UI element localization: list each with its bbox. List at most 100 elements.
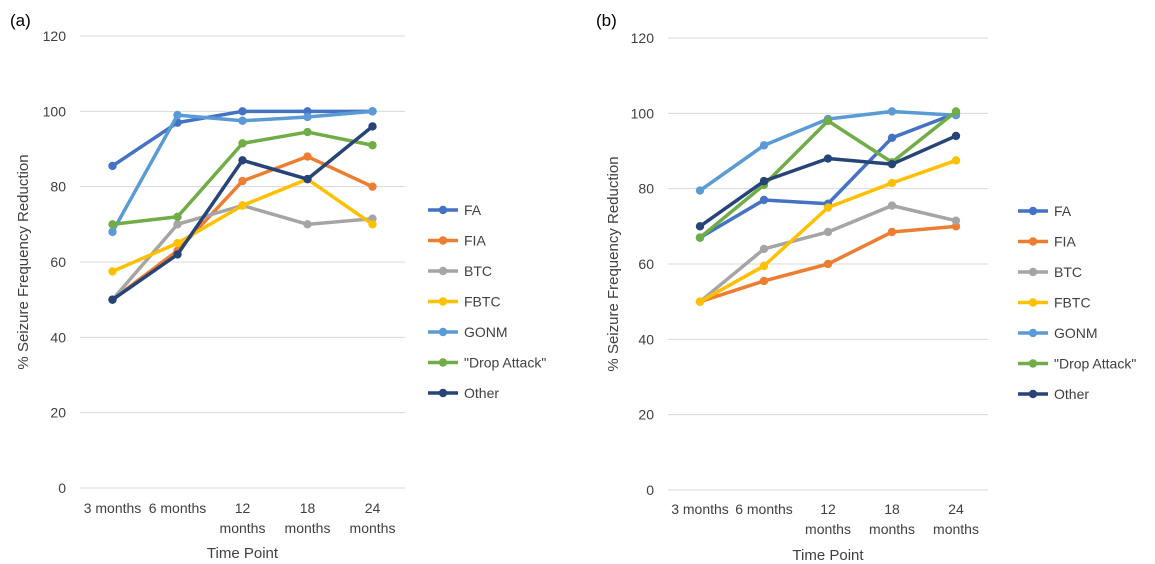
x-axis-title: Time Point xyxy=(792,547,864,564)
data-point xyxy=(368,122,377,131)
data-point xyxy=(887,159,897,169)
legend-label: FIA xyxy=(464,233,486,249)
x-tick-label: 3 months xyxy=(671,501,729,517)
legend-label: Other xyxy=(1054,386,1089,402)
legend-marker xyxy=(1028,359,1038,368)
data-point xyxy=(303,152,312,161)
series-line xyxy=(111,125,374,302)
legend-marker xyxy=(1028,206,1038,216)
legend-marker xyxy=(1028,389,1038,399)
x-tick-label: months xyxy=(350,520,396,536)
y-tick-label: 100 xyxy=(631,105,655,121)
x-tick-label: 3 months xyxy=(84,500,142,516)
legend-marker xyxy=(438,205,448,215)
y-tick-label: 80 xyxy=(638,181,654,197)
legend-marker xyxy=(438,358,448,367)
y-axis-title: % Seizure Frequency Reduction xyxy=(15,154,32,369)
data-point xyxy=(173,220,182,229)
data-point xyxy=(951,107,961,116)
x-tick-label: 24 xyxy=(948,501,964,517)
legend-label: FBTC xyxy=(464,294,501,310)
legend-marker xyxy=(438,327,448,337)
data-point xyxy=(823,154,833,163)
data-point xyxy=(887,178,897,188)
legend-label: BTC xyxy=(1054,264,1082,280)
data-point xyxy=(173,110,182,120)
legend-label: "Drop Attack" xyxy=(1054,356,1136,372)
data-point xyxy=(887,133,897,143)
data-point xyxy=(887,227,897,237)
y-axis-title: % Seizure Frequency Reduction xyxy=(605,156,622,371)
x-tick-label: months xyxy=(869,521,915,537)
x-tick-label: 6 months xyxy=(735,501,793,517)
data-point xyxy=(823,259,833,269)
y-tick-label: 60 xyxy=(638,256,654,272)
data-point xyxy=(695,186,705,195)
data-point xyxy=(823,116,833,126)
legend-marker xyxy=(438,388,448,398)
data-point xyxy=(368,220,377,229)
x-tick-label: months xyxy=(220,520,266,536)
series-line xyxy=(110,109,373,233)
data-point xyxy=(759,176,769,186)
data-point xyxy=(759,244,769,254)
data-point xyxy=(951,216,961,225)
legend-marker xyxy=(438,266,448,276)
y-tick-label: 120 xyxy=(43,28,67,44)
series-line xyxy=(698,203,957,304)
y-tick-label: 40 xyxy=(638,331,654,347)
data-point xyxy=(173,250,182,259)
data-point xyxy=(695,297,705,306)
data-point xyxy=(695,222,705,231)
data-point xyxy=(108,220,117,229)
legend-marker xyxy=(1028,298,1038,307)
data-point xyxy=(759,195,769,205)
data-point xyxy=(368,107,377,116)
legend-marker xyxy=(438,297,448,306)
panel-a: 0 20 40 60 80 100 120 3 months 6 months 12 months 1… xyxy=(10,11,546,562)
legend-label: Other xyxy=(464,385,499,401)
legend-label: GONM xyxy=(1054,325,1098,341)
data-point xyxy=(823,227,833,237)
data-point xyxy=(238,176,247,186)
data-point xyxy=(368,182,377,191)
legend-marker xyxy=(438,236,448,245)
data-point xyxy=(108,267,117,276)
data-point xyxy=(368,141,377,150)
data-point xyxy=(887,107,897,116)
legend-label: FA xyxy=(1054,203,1072,219)
x-tick-label: 18 xyxy=(300,500,316,516)
panel-label: (a) xyxy=(10,11,31,30)
data-point xyxy=(759,141,769,150)
data-point xyxy=(173,238,182,248)
y-tick-label: 60 xyxy=(50,254,66,270)
data-point xyxy=(887,201,897,210)
legend-label: FBTC xyxy=(1054,295,1091,311)
data-point xyxy=(759,261,769,271)
data-point xyxy=(238,139,247,148)
data-point xyxy=(695,233,705,242)
data-point xyxy=(238,107,247,116)
panel-b: 0 20 40 60 80 100 120 3 months 6 months 12 months 1… xyxy=(596,11,1136,564)
data-point xyxy=(951,131,961,141)
data-point xyxy=(238,116,247,125)
x-tick-label: 6 months xyxy=(149,500,207,516)
panel-label: (b) xyxy=(596,11,617,30)
x-tick-label: 12 xyxy=(235,500,251,516)
data-point xyxy=(303,127,312,137)
y-tick-label: 100 xyxy=(43,103,67,119)
x-tick-label: 18 xyxy=(884,501,900,517)
legend-label: FA xyxy=(464,202,482,218)
series-line xyxy=(111,177,374,274)
data-point xyxy=(238,156,247,165)
legend-marker xyxy=(1028,328,1038,338)
x-tick-label: months xyxy=(285,520,331,536)
legend-label: GONM xyxy=(464,324,508,340)
y-tick-label: 80 xyxy=(50,179,66,195)
data-point xyxy=(759,276,769,286)
data-point xyxy=(173,212,182,221)
legend-marker xyxy=(1028,237,1038,246)
legend-label: BTC xyxy=(464,263,492,279)
data-point xyxy=(303,174,312,184)
